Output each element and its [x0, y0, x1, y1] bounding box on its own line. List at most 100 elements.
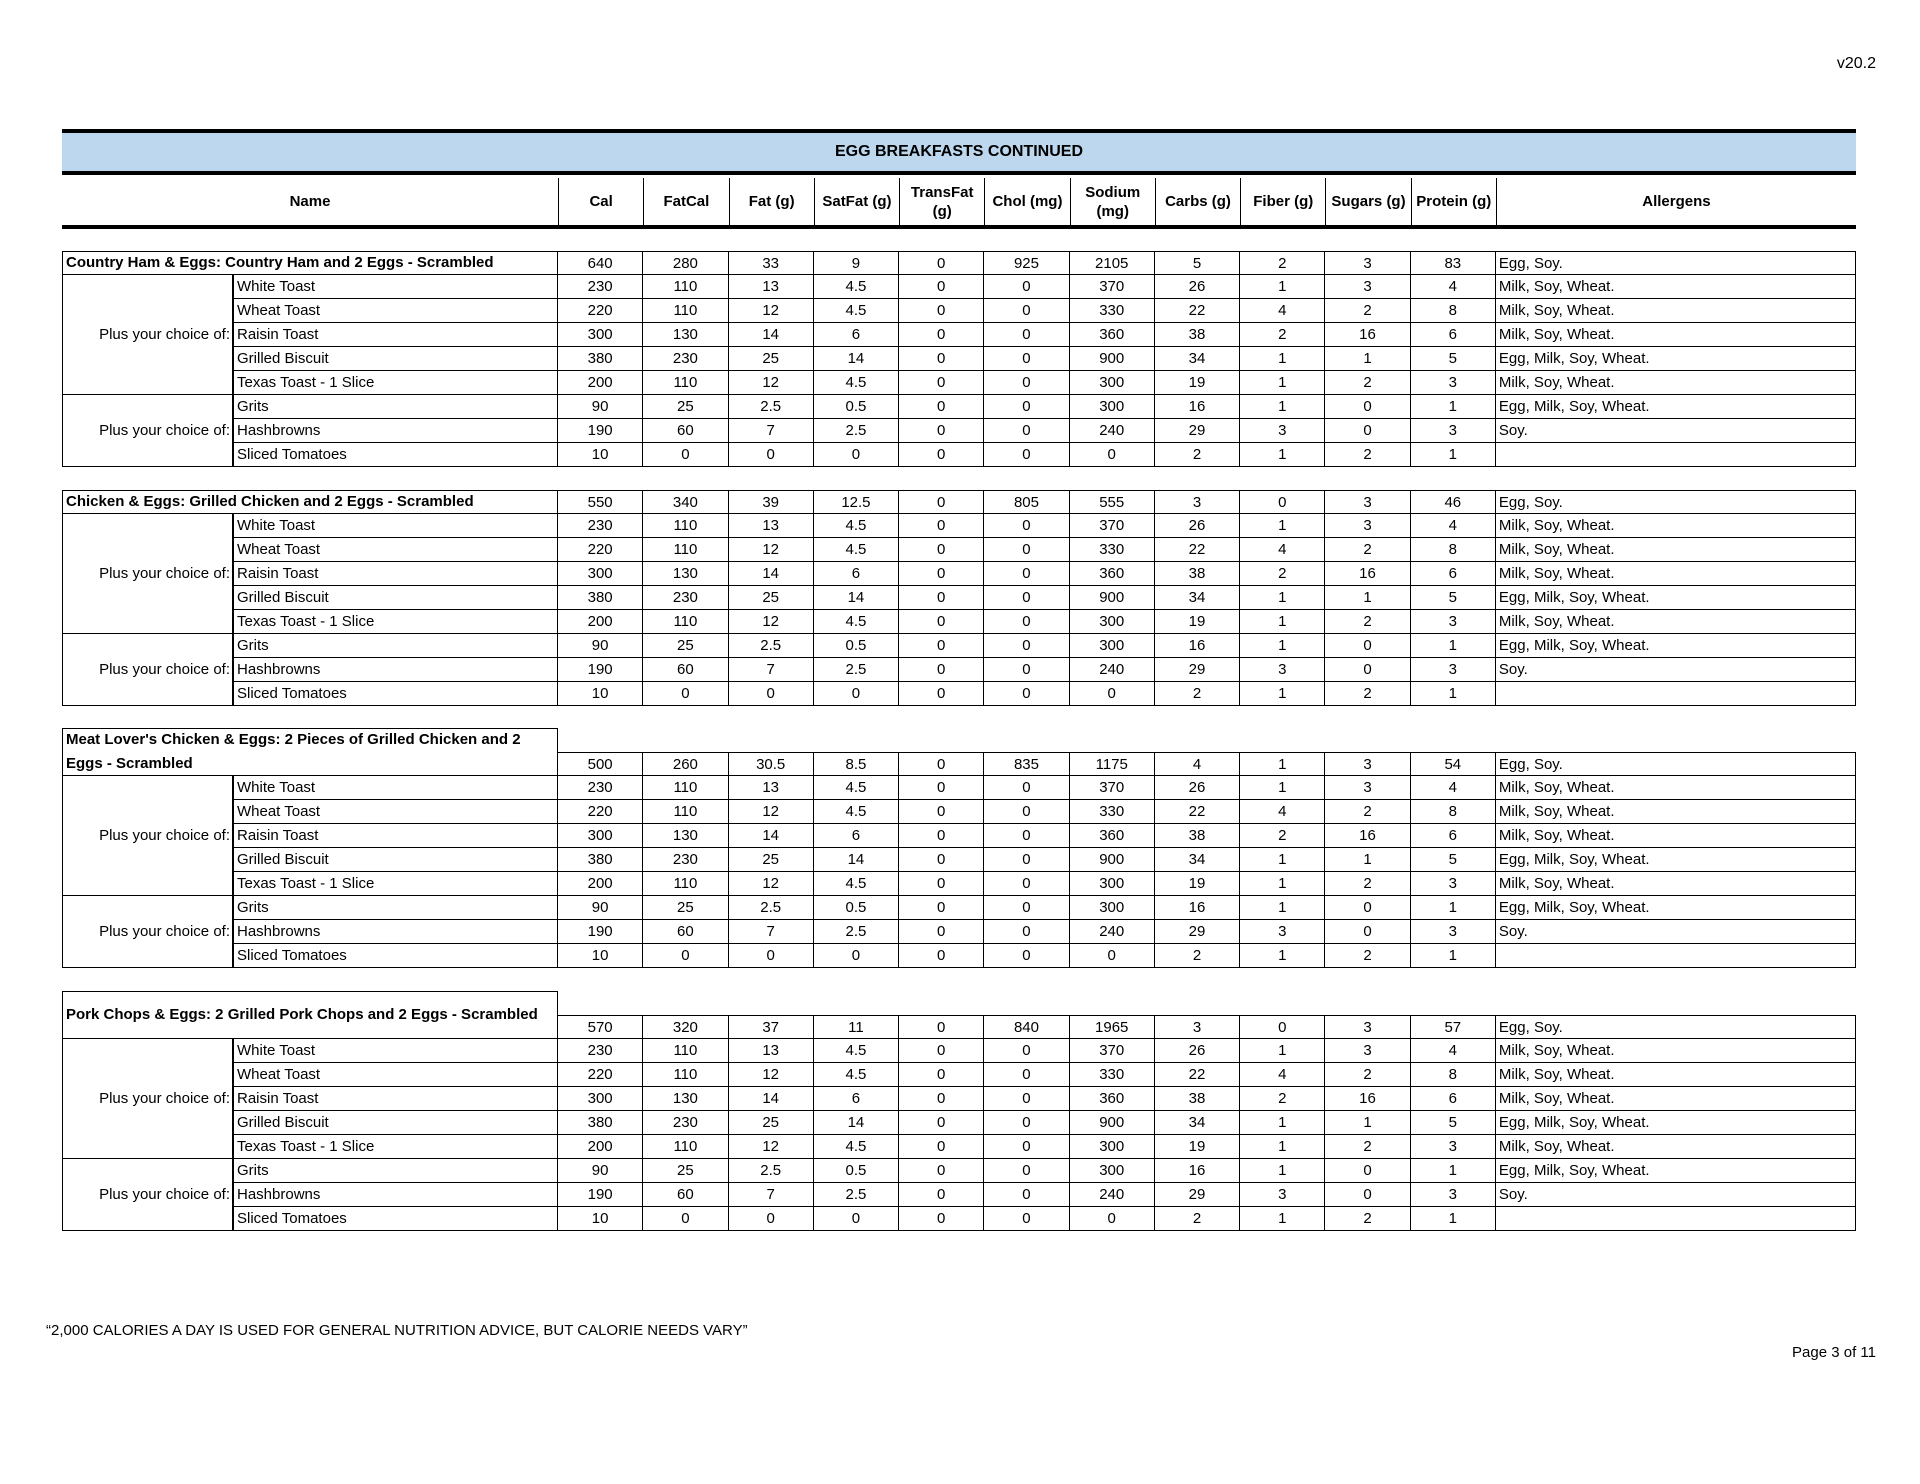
option-name: Texas Toast - 1 Slice: [233, 610, 558, 634]
column-header: FatCal: [643, 178, 728, 225]
option-name: Raisin Toast: [233, 562, 558, 586]
nutrient-value: 8: [1410, 1063, 1496, 1087]
nutrient-value: 1: [1410, 443, 1496, 467]
nutrient-value: 190: [558, 419, 644, 443]
nutrient-value: 0: [984, 944, 1070, 968]
nutrient-value: 5: [1154, 251, 1241, 275]
nutrient-value: 0: [899, 1063, 985, 1087]
column-header: Chol (mg): [984, 178, 1069, 225]
nutrient-value: 1: [1410, 944, 1496, 968]
nutrient-value: 0: [984, 419, 1070, 443]
nutrient-value: 0: [1069, 1207, 1155, 1231]
nutrient-value: 0: [984, 634, 1070, 658]
nutrient-value: 2: [1154, 443, 1241, 467]
nutrient-value: 3: [1410, 658, 1496, 682]
nutrient-value: 38: [1154, 1087, 1241, 1111]
nutrient-value: 3: [1325, 1039, 1411, 1063]
nutrient-value: 1: [1240, 371, 1326, 395]
nutrient-value: 0.5: [813, 1159, 900, 1183]
nutrient-value: 3: [1410, 371, 1496, 395]
choice-group-label: Plus your choice of:: [62, 514, 233, 634]
nutrient-value: 2: [1325, 610, 1411, 634]
column-header: Fiber (g): [1240, 178, 1325, 225]
nutrient-value: 0: [899, 1087, 985, 1111]
nutrient-value: 90: [558, 896, 644, 920]
nutrient-value: 1: [1240, 872, 1326, 896]
nutrient-value: 12: [728, 299, 814, 323]
nutrient-value: 90: [558, 1159, 644, 1183]
nutrient-value: 19: [1154, 371, 1241, 395]
nutrient-value: 12.5: [813, 490, 900, 514]
nutrient-value: 34: [1154, 1111, 1241, 1135]
allergens: Egg, Milk, Soy, Wheat.: [1495, 896, 1856, 920]
option-name: White Toast: [233, 275, 558, 299]
nutrient-value: 0: [984, 776, 1070, 800]
nutrient-value: 110: [643, 1135, 729, 1159]
option-name: Hashbrowns: [233, 419, 558, 443]
allergens: Milk, Soy, Wheat.: [1495, 800, 1856, 824]
nutrient-value: 2: [1325, 944, 1411, 968]
nutrient-value: 320: [643, 1015, 729, 1039]
nutrient-value: 4.5: [813, 275, 900, 299]
nutrient-value: 0: [984, 848, 1070, 872]
nutrient-value: 0: [643, 682, 729, 706]
nutrient-value: 5: [1410, 848, 1496, 872]
option-name: Sliced Tomatoes: [233, 944, 558, 968]
nutrient-value: 0: [899, 920, 985, 944]
nutrient-value: 34: [1154, 848, 1241, 872]
nutrient-value: 19: [1154, 610, 1241, 634]
nutrient-value: 1: [1240, 944, 1326, 968]
nutrient-value: 230: [643, 586, 729, 610]
allergens: Soy.: [1495, 419, 1856, 443]
nutrient-value: 60: [643, 920, 729, 944]
nutrient-value: 110: [643, 1039, 729, 1063]
nutrient-value: 2.5: [813, 658, 900, 682]
column-header: Fat (g): [728, 178, 814, 225]
nutrient-value: 300: [1069, 634, 1155, 658]
nutrient-value: 900: [1069, 1111, 1155, 1135]
nutrient-value: 260: [643, 752, 729, 776]
nutrient-value: 13: [728, 1039, 814, 1063]
nutrient-value: 190: [558, 1183, 644, 1207]
version-label: v20.2: [1836, 55, 1876, 72]
nutrient-value: 0: [899, 634, 985, 658]
nutrient-value: 3: [1240, 419, 1326, 443]
nutrient-value: 1: [1240, 776, 1326, 800]
nutrient-value: 360: [1069, 824, 1155, 848]
nutrient-value: 3: [1325, 752, 1411, 776]
allergens: [1495, 944, 1856, 968]
nutrient-value: 835: [984, 752, 1070, 776]
nutrient-value: 2: [1325, 1207, 1411, 1231]
nutrient-value: 14: [813, 347, 900, 371]
nutrient-value: 60: [643, 658, 729, 682]
nutrient-value: 1: [1410, 395, 1496, 419]
option-name: Raisin Toast: [233, 323, 558, 347]
nutrient-value: 3: [1154, 1015, 1241, 1039]
nutrient-value: 2: [1240, 1087, 1326, 1111]
nutrient-value: 12: [728, 610, 814, 634]
nutrient-value: 6: [813, 824, 900, 848]
nutrient-value: 0: [984, 538, 1070, 562]
nutrient-value: 0: [984, 658, 1070, 682]
option-name: White Toast: [233, 514, 558, 538]
nutrient-value: 1: [1240, 896, 1326, 920]
nutrient-value: 0: [1069, 443, 1155, 467]
nutrient-value: 0: [899, 776, 985, 800]
choice-group-label: Plus your choice of:: [62, 896, 233, 968]
nutrient-value: 4: [1410, 275, 1496, 299]
nutrient-value: 240: [1069, 1183, 1155, 1207]
allergens: Milk, Soy, Wheat.: [1495, 610, 1856, 634]
nutrient-value: 0: [984, 824, 1070, 848]
nutrient-value: 4: [1410, 514, 1496, 538]
nutrient-value: 6: [813, 1087, 900, 1111]
nutrient-value: 370: [1069, 275, 1155, 299]
nutrient-value: 0: [899, 1159, 985, 1183]
nutrient-value: 10: [558, 443, 644, 467]
nutrient-value: 3: [1325, 490, 1411, 514]
nutrient-value: 26: [1154, 514, 1241, 538]
nutrient-value: 57: [1410, 1015, 1496, 1039]
page-number: Page 3 of 11: [1792, 1344, 1876, 1361]
choice-group-label: Plus your choice of:: [62, 1159, 233, 1231]
nutrient-value: 7: [728, 920, 814, 944]
allergens: Milk, Soy, Wheat.: [1495, 275, 1856, 299]
